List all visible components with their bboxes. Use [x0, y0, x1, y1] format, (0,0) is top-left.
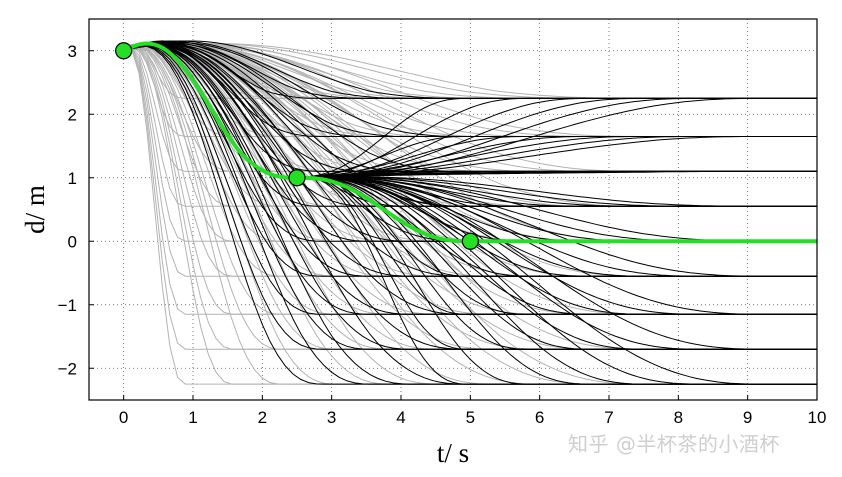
x-tick-label: 1 [188, 408, 197, 427]
foreground-trajectory [296, 176, 817, 207]
waypoint-marker [115, 42, 133, 60]
watermark: 知乎 @半杯茶的小酒杯 [568, 432, 780, 456]
waypoint-marker [461, 232, 479, 250]
x-axis-label: t/ s [437, 438, 469, 468]
highlighted-trajectory [115, 41, 817, 250]
y-tick-label: −2 [58, 359, 77, 378]
waypoint-marker [288, 169, 306, 187]
x-tick-label: 4 [396, 408, 405, 427]
y-tick-label: 1 [68, 169, 77, 188]
y-tick-label: 3 [68, 42, 77, 61]
x-tick-label: 0 [119, 408, 128, 427]
x-tick-label: 7 [604, 408, 613, 427]
x-axis-ticks: 0 1 2 3 4 5 6 7 8 9 10 [119, 395, 827, 427]
x-tick-label: 8 [674, 408, 683, 427]
y-tick-label: 2 [68, 105, 77, 124]
x-tick-label: 5 [466, 408, 475, 427]
y-tick-label: −1 [58, 296, 77, 315]
foreground-trajectory [296, 176, 817, 350]
y-axis-label: d/ m [20, 185, 50, 234]
background-trajectories [123, 43, 817, 385]
x-tick-label: 10 [808, 408, 827, 427]
foreground-trajectory [296, 176, 817, 385]
x-tick-label: 2 [258, 408, 267, 427]
plot-frame [88, 18, 818, 401]
y-axis-ticks: −2 −1 0 1 2 3 [58, 42, 94, 378]
x-tick-label: 6 [535, 408, 544, 427]
highlighted-trajectory-line [122, 41, 817, 244]
foreground-trajectory [296, 97, 817, 179]
x-tick-label: 3 [327, 408, 336, 427]
x-tick-label: 9 [743, 408, 752, 427]
foreground-trajectories [123, 40, 817, 385]
foreground-trajectory [296, 170, 817, 179]
y-tick-label: 0 [68, 232, 77, 251]
foreground-trajectory [296, 136, 817, 179]
